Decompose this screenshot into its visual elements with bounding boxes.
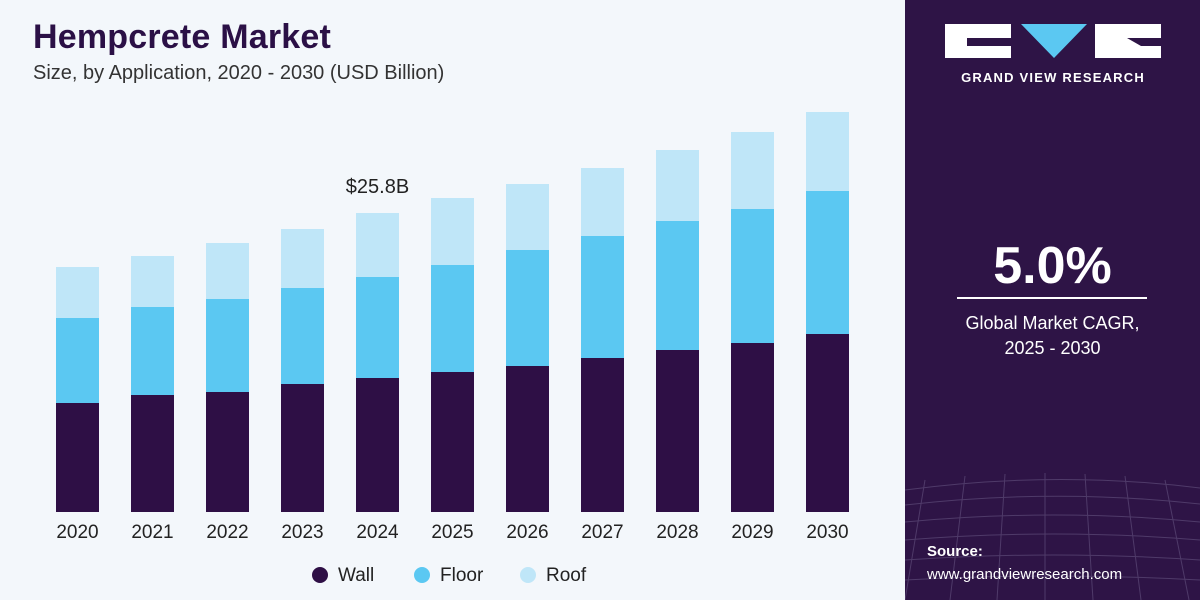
chart-subtitle: Size, by Application, 2020 - 2030 (USD B… bbox=[33, 62, 445, 84]
x-tick-label-2022: 2022 bbox=[206, 522, 248, 543]
x-tick-label-2029: 2029 bbox=[731, 522, 773, 543]
legend-label-wall: Wall bbox=[338, 565, 374, 586]
bar-wall-2030 bbox=[806, 334, 849, 512]
bar-wall-2022 bbox=[206, 392, 249, 512]
legend-swatch-floor bbox=[414, 567, 430, 583]
x-tick-label-2027: 2027 bbox=[581, 522, 623, 543]
source-title: Source: bbox=[927, 543, 983, 560]
bar-roof-2021 bbox=[131, 256, 174, 307]
bar-wall-2024 bbox=[356, 378, 399, 512]
bar-floor-2022 bbox=[206, 299, 249, 392]
bar-roof-2025 bbox=[431, 198, 474, 265]
bar-roof-2022 bbox=[206, 243, 249, 299]
x-tick-label-2026: 2026 bbox=[506, 522, 548, 543]
bar-wall-2023 bbox=[281, 384, 324, 512]
gvr-logo-icon bbox=[945, 24, 1161, 58]
cagr-label-line1: Global Market CAGR, bbox=[965, 313, 1140, 333]
stacked-bar-chart: 2020 2021 2022 2023 2024 2025 2026 2027 2028 2029… bbox=[56, 112, 849, 586]
legend-swatch-roof bbox=[520, 567, 536, 583]
bar-roof-2026 bbox=[506, 184, 549, 250]
bar-roof-2030 bbox=[806, 112, 849, 191]
bar-roof-2020 bbox=[56, 267, 99, 318]
chart-panel: Hempcrete Market Size, by Application, 2… bbox=[0, 0, 905, 600]
chart-title: Hempcrete Market bbox=[33, 18, 331, 56]
bar-wall-2026 bbox=[506, 366, 549, 512]
bar-wall-2021 bbox=[131, 395, 174, 512]
legend-swatch-wall bbox=[312, 567, 328, 583]
bar-wall-2029 bbox=[731, 343, 774, 512]
source-url: www.grandviewresearch.com bbox=[927, 566, 1123, 583]
bar-floor-2028 bbox=[656, 221, 699, 350]
bar-wall-2028 bbox=[656, 350, 699, 512]
x-tick-label-2028: 2028 bbox=[656, 522, 698, 543]
cagr-label: Global Market CAGR, 2025 - 2030 bbox=[905, 311, 1200, 361]
legend-label-floor: Floor bbox=[440, 565, 484, 586]
cagr-label-line2: 2025 - 2030 bbox=[1004, 338, 1101, 358]
x-tick-label-2030: 2030 bbox=[806, 522, 848, 543]
x-tick-label-2025: 2025 bbox=[431, 522, 473, 543]
bar-floor-2025 bbox=[431, 265, 474, 372]
summary-panel: GRAND VIEW RESEARCH 5.0% Global Market C… bbox=[905, 0, 1200, 600]
bar-wall-2020 bbox=[56, 403, 99, 512]
bar-floor-2020 bbox=[56, 318, 99, 403]
x-tick-label-2023: 2023 bbox=[281, 522, 323, 543]
bar-roof-2028 bbox=[656, 150, 699, 221]
x-tick-label-2024: 2024 bbox=[356, 522, 399, 543]
bar-floor-2023 bbox=[281, 288, 324, 384]
bar-roof-2023 bbox=[281, 229, 324, 288]
cagr-value: 5.0% bbox=[993, 237, 1112, 295]
decorative-grid bbox=[905, 473, 1200, 600]
bar-wall-2027 bbox=[581, 358, 624, 512]
bar-roof-2027 bbox=[581, 168, 624, 236]
bar-roof-2024 bbox=[356, 213, 399, 277]
bar-floor-2024 bbox=[356, 277, 399, 378]
bar-floor-2021 bbox=[131, 307, 174, 395]
x-tick-label-2020: 2020 bbox=[56, 522, 98, 543]
bar-floor-2030 bbox=[806, 191, 849, 334]
bar-floor-2027 bbox=[581, 236, 624, 358]
x-tick-label-2021: 2021 bbox=[131, 522, 173, 543]
brand-name: GRAND VIEW RESEARCH bbox=[961, 70, 1145, 85]
bar-floor-2026 bbox=[506, 250, 549, 366]
bar-roof-2029 bbox=[731, 132, 774, 209]
annotation-2024: $25.8B bbox=[346, 176, 409, 198]
bar-wall-2025 bbox=[431, 372, 474, 512]
legend-label-roof: Roof bbox=[546, 565, 587, 586]
bar-floor-2029 bbox=[731, 209, 774, 343]
cagr-divider bbox=[957, 297, 1147, 299]
